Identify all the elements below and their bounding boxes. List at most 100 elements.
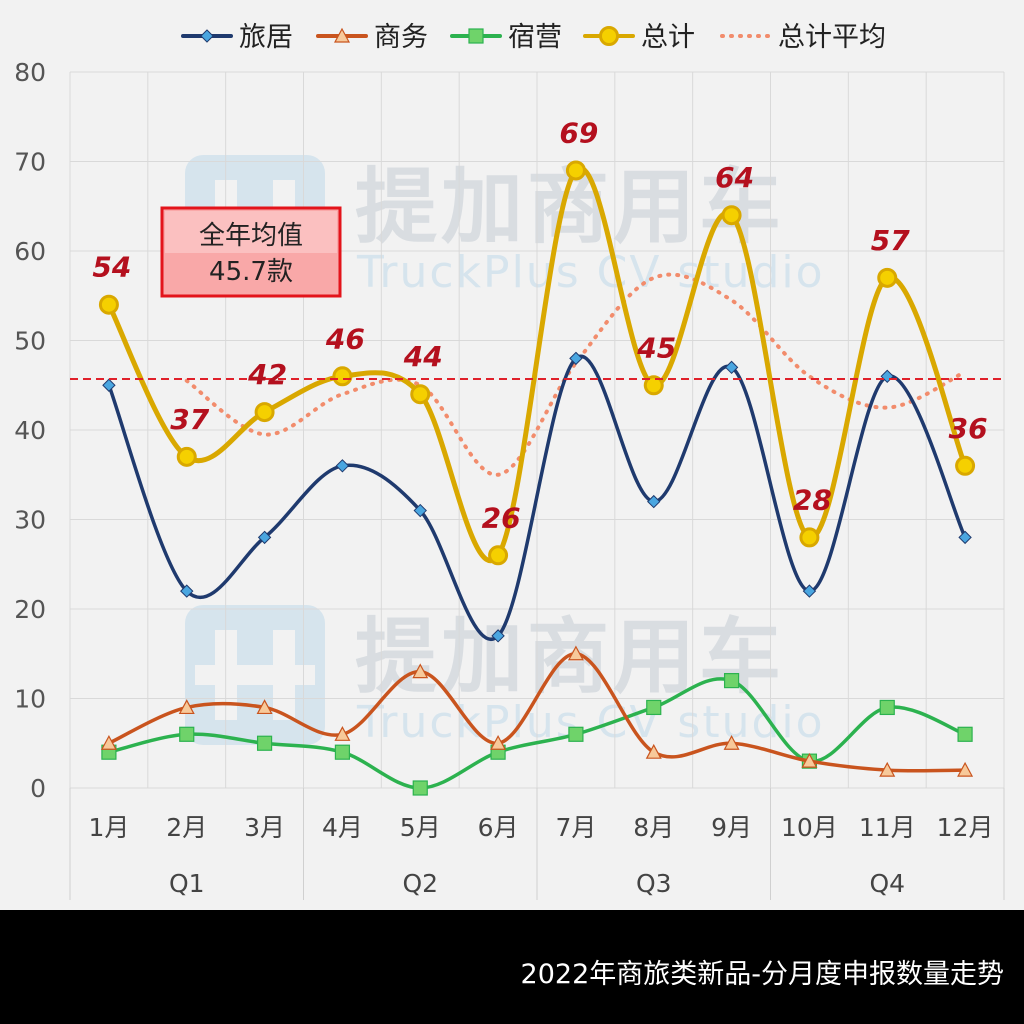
data-label: 28 bbox=[793, 483, 832, 516]
series-1 bbox=[102, 351, 972, 643]
data-label: 57 bbox=[871, 224, 910, 257]
x-axis: 1月 2月 3月 4月 5月 6月 7月 8月 9月 10月 11月 12月 Q1 Q2 Q3 Q4 bbox=[88, 813, 993, 898]
legend-item: 总计 bbox=[583, 22, 695, 53]
data-point bbox=[879, 761, 896, 777]
data-point bbox=[256, 699, 273, 715]
legend-marker bbox=[599, 26, 619, 46]
quarter-label: Q3 bbox=[636, 869, 672, 898]
data-point bbox=[567, 645, 584, 661]
data-label: 64 bbox=[715, 161, 754, 194]
data-point bbox=[257, 530, 272, 545]
legend-label: 商务 bbox=[374, 22, 428, 53]
data-point bbox=[179, 726, 195, 742]
data-label: 44 bbox=[403, 340, 443, 373]
data-point bbox=[957, 761, 974, 777]
data-point bbox=[957, 726, 973, 742]
quarter-label: Q2 bbox=[402, 869, 438, 898]
data-label: 42 bbox=[247, 358, 287, 391]
legend-marker bbox=[333, 27, 351, 43]
x-tick-label: 9月 bbox=[711, 813, 752, 842]
y-tick-label: 10 bbox=[14, 685, 46, 714]
series-2 bbox=[100, 645, 974, 777]
data-point bbox=[955, 455, 976, 476]
data-point bbox=[643, 375, 664, 396]
annotation-highlight bbox=[165, 211, 337, 253]
quarter-label: Q1 bbox=[169, 869, 205, 898]
x-tick-label: 10月 bbox=[781, 813, 838, 842]
legend-marker bbox=[468, 28, 484, 44]
watermark-logo-stroke bbox=[195, 665, 315, 685]
footer-title: 2022年商旅类新品-分月度申报数量走势 bbox=[520, 959, 1004, 990]
data-point bbox=[801, 752, 818, 768]
data-point bbox=[332, 366, 353, 387]
data-point bbox=[410, 384, 431, 405]
x-tick-label: 11月 bbox=[859, 813, 916, 842]
data-point bbox=[100, 734, 117, 750]
data-point bbox=[721, 205, 742, 226]
y-tick-label: 50 bbox=[14, 327, 46, 356]
data-point bbox=[334, 744, 351, 760]
legend-label: 总计 bbox=[641, 22, 695, 53]
data-point bbox=[647, 494, 661, 509]
data-label: 26 bbox=[482, 501, 521, 534]
y-axis: 0 10 20 30 40 50 60 70 80 bbox=[14, 58, 46, 803]
data-point bbox=[646, 699, 662, 716]
y-tick-label: 70 bbox=[14, 148, 46, 177]
data-point bbox=[645, 743, 662, 759]
annotation-line-1: 全年均值 bbox=[199, 221, 303, 251]
data-label: 69 bbox=[559, 116, 598, 149]
data-point bbox=[102, 378, 116, 392]
data-label: 36 bbox=[949, 412, 988, 445]
data-label: 46 bbox=[325, 322, 365, 355]
data-point bbox=[490, 734, 507, 750]
data-point bbox=[879, 699, 895, 716]
data-point bbox=[724, 360, 739, 375]
data-point bbox=[256, 735, 273, 751]
data-point bbox=[180, 584, 194, 598]
data-label: 54 bbox=[92, 251, 131, 284]
watermark-subtitle: TruckPlus CV studio bbox=[356, 697, 825, 748]
legend-marker bbox=[200, 29, 214, 43]
annotation-line-2: 45.7款 bbox=[209, 257, 293, 287]
x-tick-label: 8月 bbox=[633, 813, 674, 842]
data-point bbox=[491, 629, 505, 643]
legend: 旅居 商务 宿营 总计 总计平均 bbox=[181, 22, 886, 53]
data-labels: 54 37 42 46 44 26 69 45 64 28 57 36 bbox=[92, 116, 987, 534]
series-5 bbox=[184, 272, 968, 477]
data-point bbox=[802, 584, 817, 598]
data-point bbox=[254, 402, 275, 423]
series-3 bbox=[101, 672, 973, 796]
legend-item: 商务 bbox=[316, 22, 428, 53]
x-tick-label: 6月 bbox=[478, 813, 519, 842]
y-tick-label: 20 bbox=[14, 595, 46, 624]
data-point bbox=[335, 459, 350, 473]
series-4 bbox=[98, 160, 976, 566]
quarter-label: Q4 bbox=[869, 869, 905, 898]
x-tick-label: 7月 bbox=[555, 813, 596, 842]
legend-label: 总计平均 bbox=[778, 22, 886, 53]
y-tick-label: 80 bbox=[14, 58, 46, 87]
y-tick-label: 40 bbox=[14, 416, 46, 445]
footer-bar: 2022年商旅类新品-分月度申报数量走势 bbox=[0, 910, 1024, 1024]
legend-label: 旅居 bbox=[239, 22, 293, 53]
data-point bbox=[958, 530, 972, 545]
x-tick-label: 4月 bbox=[322, 813, 363, 842]
data-point bbox=[98, 294, 119, 315]
data-point bbox=[723, 672, 740, 689]
x-tick-label: 5月 bbox=[400, 813, 441, 842]
y-tick-label: 0 bbox=[30, 774, 46, 803]
legend-item: 旅居 bbox=[181, 22, 293, 53]
watermark-logo-icon bbox=[185, 605, 325, 745]
watermark-logo-stroke bbox=[273, 630, 295, 720]
data-point bbox=[334, 726, 351, 741]
y-tick-label: 60 bbox=[14, 237, 46, 266]
y-tick-label: 30 bbox=[14, 506, 46, 535]
data-point bbox=[413, 503, 427, 518]
data-point bbox=[178, 699, 195, 715]
legend-label: 宿营 bbox=[508, 22, 562, 53]
data-point bbox=[568, 726, 584, 742]
data-point bbox=[877, 267, 898, 288]
